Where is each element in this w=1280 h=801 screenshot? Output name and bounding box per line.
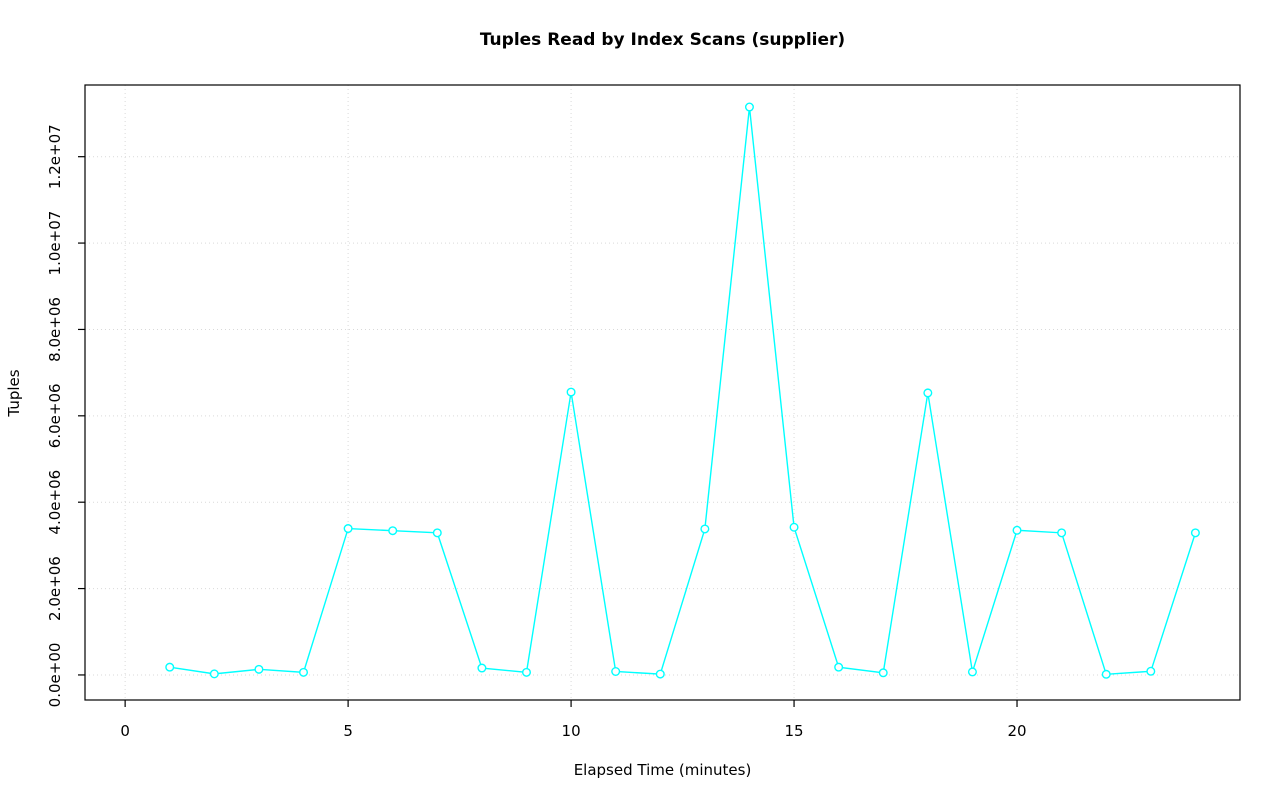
data-point — [1146, 666, 1156, 676]
data-point — [1012, 525, 1022, 535]
data-point — [611, 666, 621, 676]
data-point — [655, 669, 665, 679]
y-tick-label: 2.0e+06 — [46, 556, 64, 621]
data-point — [1190, 528, 1200, 538]
x-tick-label: 20 — [1007, 722, 1026, 740]
y-tick-label: 1.0e+07 — [46, 211, 64, 276]
x-tick-label: 15 — [785, 722, 804, 740]
data-point — [388, 526, 398, 536]
y-tick-label: 1.2e+07 — [46, 124, 64, 189]
data-point — [744, 102, 754, 112]
x-tick-label: 5 — [343, 722, 353, 740]
y-axis-label: Tuples — [5, 369, 23, 417]
data-point — [834, 662, 844, 672]
data-point — [299, 667, 309, 677]
data-point — [878, 668, 888, 678]
x-axis-label: Elapsed Time (minutes) — [573, 761, 752, 779]
chart-title: Tuples Read by Index Scans (supplier) — [479, 30, 846, 50]
x-tick-label: 0 — [120, 722, 130, 740]
data-point — [1057, 528, 1067, 538]
data-point — [165, 662, 175, 672]
data-point — [700, 524, 710, 534]
y-tick-label: 0.0e+00 — [46, 643, 64, 708]
data-point — [209, 669, 219, 679]
data-point — [566, 387, 576, 397]
y-tick-label: 6.0e+06 — [46, 383, 64, 448]
data-point — [521, 667, 531, 677]
plot-box — [84, 84, 1241, 701]
data-point — [254, 664, 264, 674]
y-tick-label: 8.0e+06 — [46, 297, 64, 362]
data-point — [343, 524, 353, 534]
data-point — [923, 388, 933, 398]
data-point — [967, 667, 977, 677]
data-point — [432, 528, 442, 538]
data-point — [1101, 669, 1111, 679]
x-tick-label: 10 — [562, 722, 581, 740]
data-point — [477, 663, 487, 673]
y-tick-label: 4.0e+06 — [46, 470, 64, 535]
series-line — [169, 106, 1197, 676]
data-point — [789, 522, 799, 532]
